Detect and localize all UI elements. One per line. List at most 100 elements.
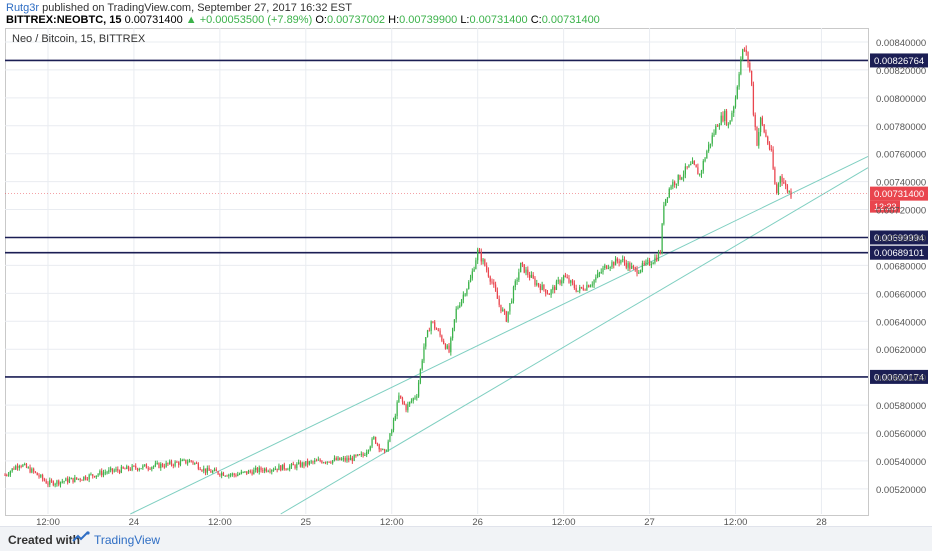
candle-body: [428, 330, 430, 332]
candle-body: [745, 49, 747, 53]
candle-body: [591, 284, 593, 286]
candle-body: [337, 457, 339, 461]
candle-body: [118, 470, 121, 473]
x-tick-label: 26: [472, 517, 483, 526]
x-tick-label: 12:00: [208, 517, 232, 526]
candle-body: [747, 52, 749, 63]
candle-body: [117, 469, 119, 471]
candle-body: [779, 176, 781, 184]
candle-body: [682, 174, 685, 178]
candle-body: [720, 115, 722, 125]
candle-body: [63, 481, 65, 483]
candle-body: [172, 464, 174, 466]
candle-body: [154, 463, 157, 467]
candle-body: [514, 281, 516, 288]
candle-body: [40, 475, 42, 477]
candle-body: [274, 468, 276, 470]
candle-body: [482, 259, 484, 262]
candle-body: [597, 273, 599, 278]
candle-body: [310, 461, 312, 463]
x-tick-label: 12:00: [724, 517, 748, 526]
author-link[interactable]: Rutg3r: [6, 2, 40, 14]
candle-body: [348, 458, 350, 461]
candle-body: [571, 280, 574, 284]
candle-body: [371, 438, 373, 447]
candle-body: [700, 170, 703, 174]
candle-body: [725, 110, 728, 125]
candle-body: [344, 458, 346, 461]
candle-body: [774, 168, 776, 185]
candle-body: [58, 480, 60, 485]
candle-body: [740, 59, 742, 75]
candle-body: [788, 191, 790, 193]
candle-body: [11, 468, 13, 472]
candle-body: [604, 265, 606, 269]
candle-body: [443, 340, 445, 344]
candle-body: [781, 176, 783, 182]
candle-body: [647, 260, 649, 262]
candle-body: [475, 260, 477, 270]
candle-body: [704, 158, 706, 162]
candle-body: [503, 309, 506, 312]
candle-body: [306, 461, 309, 465]
candle-body: [654, 257, 656, 263]
candle-body: [675, 183, 678, 185]
candle-body: [790, 191, 792, 198]
candle-body: [731, 112, 733, 121]
candle-body: [394, 416, 396, 421]
candle-body: [410, 400, 413, 402]
candle-body: [459, 305, 461, 308]
open-value: 0.00737002: [326, 14, 386, 26]
candle-body: [319, 459, 321, 462]
candle-body: [269, 471, 271, 473]
candle-body: [192, 461, 194, 464]
candle-body: [378, 444, 380, 450]
candle-body: [489, 276, 491, 282]
trendlines: [130, 156, 869, 515]
tradingview-brand[interactable]: TradingView: [94, 533, 161, 547]
candle-body: [27, 467, 29, 469]
candle-body: [718, 124, 721, 127]
candle-body: [72, 477, 74, 483]
candle-body: [122, 466, 124, 469]
high-value: 0.00739900: [399, 14, 458, 26]
y-tick-label: 0.00660000: [876, 289, 926, 300]
candle-body: [543, 284, 545, 290]
candle-body: [457, 307, 459, 309]
candle-body: [693, 160, 695, 165]
candle-body: [552, 286, 554, 290]
candle-body: [566, 277, 568, 279]
candle-body: [600, 271, 602, 273]
candle-body: [768, 143, 771, 150]
candle-body: [38, 475, 40, 477]
candle-body: [715, 125, 717, 134]
price-chart[interactable]: 0.00826764 0.00699994 0.00689101 0.00600174…: [0, 0, 932, 526]
candle-body: [303, 462, 305, 466]
candle-body: [437, 329, 439, 331]
candle-body: [573, 283, 575, 289]
candle-body: [235, 475, 237, 477]
candle-body: [507, 311, 509, 322]
candle-body: [135, 465, 137, 469]
candle-body: [609, 266, 611, 269]
candle-body: [298, 462, 300, 464]
candle-body: [702, 161, 704, 171]
candle-body: [312, 461, 314, 463]
candle-body: [466, 288, 468, 295]
candle-body: [219, 474, 221, 476]
candle-body: [580, 287, 583, 289]
candle-body: [127, 466, 130, 470]
horizontal-levels: 0.00826764 0.00699994 0.00689101 0.00600174…: [5, 53, 928, 384]
candle-body: [586, 285, 588, 290]
candle-body: [509, 303, 511, 312]
candle-body: [656, 257, 658, 261]
candle-body: [50, 480, 53, 482]
candle-body: [674, 181, 676, 185]
candle-body: [686, 166, 688, 168]
candle-body: [267, 471, 269, 473]
candle-body: [668, 188, 670, 198]
candle-body: [595, 277, 597, 280]
candle-body: [537, 283, 540, 286]
y-tick-label: 0.00620000: [876, 345, 926, 356]
candle-body: [541, 284, 543, 290]
